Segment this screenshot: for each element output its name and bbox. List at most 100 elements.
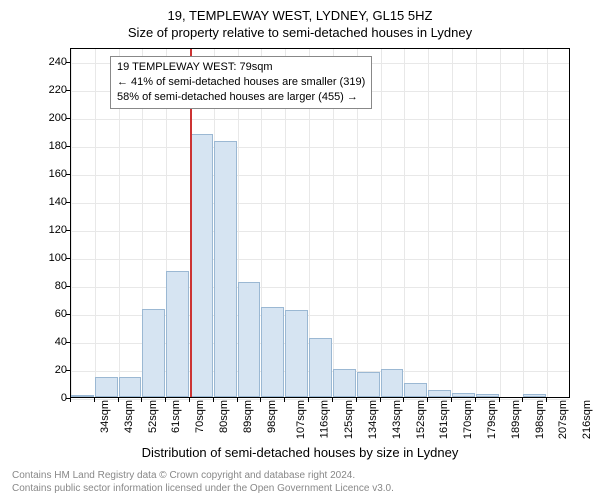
x-tick-mark	[522, 398, 523, 402]
histogram-bar	[71, 395, 94, 397]
y-tick-mark	[66, 90, 70, 91]
y-tick-mark	[66, 370, 70, 371]
grid-line-v	[428, 49, 429, 397]
y-tick-mark	[66, 342, 70, 343]
x-tick-mark	[94, 398, 95, 402]
histogram-bar	[214, 141, 237, 397]
histogram-bar	[333, 369, 356, 397]
grid-line-h	[71, 259, 569, 260]
y-tick-label: 100	[37, 252, 67, 264]
y-tick-mark	[66, 174, 70, 175]
x-tick-label: 107sqm	[296, 400, 308, 439]
x-tick-mark	[403, 398, 404, 402]
grid-line-v	[404, 49, 405, 397]
x-tick-mark	[475, 398, 476, 402]
x-tick-mark	[165, 398, 166, 402]
x-tick-label: 207sqm	[558, 400, 570, 439]
histogram-bar	[452, 393, 475, 397]
x-tick-label: 116sqm	[319, 400, 331, 438]
grid-line-h	[71, 147, 569, 148]
chart-title-sub: Size of property relative to semi-detach…	[0, 25, 600, 40]
grid-line-h	[71, 119, 569, 120]
histogram-bar	[95, 377, 118, 397]
x-tick-label: 152sqm	[415, 400, 427, 439]
grid-line-v	[71, 49, 72, 397]
y-tick-label: 220	[37, 84, 67, 96]
x-tick-label: 125sqm	[343, 400, 355, 439]
y-tick-mark	[66, 258, 70, 259]
y-tick-mark	[66, 202, 70, 203]
y-tick-label: 200	[37, 112, 67, 124]
x-tick-label: 89sqm	[242, 400, 254, 433]
x-tick-mark	[356, 398, 357, 402]
y-tick-mark	[66, 230, 70, 231]
histogram-bar	[404, 383, 427, 397]
grid-line-h	[71, 287, 569, 288]
histogram-bar	[309, 338, 332, 397]
y-tick-label: 240	[37, 56, 67, 68]
y-tick-mark	[66, 118, 70, 119]
x-tick-label: 52sqm	[147, 400, 159, 433]
x-tick-label: 61sqm	[170, 400, 182, 433]
grid-line-h	[71, 175, 569, 176]
grid-line-v	[476, 49, 477, 397]
x-tick-mark	[308, 398, 309, 402]
x-tick-mark	[380, 398, 381, 402]
y-tick-mark	[66, 286, 70, 287]
y-tick-mark	[66, 146, 70, 147]
y-tick-label: 0	[37, 392, 67, 404]
x-tick-mark	[189, 398, 190, 402]
x-tick-mark	[213, 398, 214, 402]
histogram-bar	[357, 372, 380, 397]
histogram-bar	[142, 309, 165, 397]
histogram-bar	[285, 310, 308, 397]
y-tick-label: 40	[37, 336, 67, 348]
x-tick-label: 34sqm	[99, 400, 111, 433]
histogram-bar	[238, 282, 261, 397]
histogram-bar	[261, 307, 284, 397]
x-tick-label: 161sqm	[438, 400, 450, 439]
info-box-line: 58% of semi-detached houses are larger (…	[117, 90, 365, 105]
x-tick-mark	[499, 398, 500, 402]
x-tick-mark	[451, 398, 452, 402]
y-tick-label: 80	[37, 280, 67, 292]
x-tick-mark	[141, 398, 142, 402]
y-tick-mark	[66, 62, 70, 63]
histogram-bar	[428, 390, 451, 397]
y-tick-mark	[66, 314, 70, 315]
grid-line-h	[71, 203, 569, 204]
x-tick-mark	[237, 398, 238, 402]
y-tick-label: 180	[37, 140, 67, 152]
y-tick-label: 60	[37, 308, 67, 320]
x-tick-label: 43sqm	[123, 400, 135, 433]
grid-line-v	[381, 49, 382, 397]
footer-line-1: Contains HM Land Registry data © Crown c…	[12, 469, 394, 482]
x-tick-label: 98sqm	[266, 400, 278, 433]
x-tick-label: 134sqm	[367, 400, 379, 439]
histogram-bar	[523, 394, 546, 397]
footer-line-2: Contains public sector information licen…	[12, 482, 394, 495]
x-tick-label: 143sqm	[391, 400, 403, 439]
x-tick-mark	[546, 398, 547, 402]
grid-line-v	[523, 49, 524, 397]
info-box-line: 19 TEMPLEWAY WEST: 79sqm	[117, 60, 365, 75]
x-tick-mark	[284, 398, 285, 402]
y-tick-label: 160	[37, 168, 67, 180]
x-tick-label: 216sqm	[581, 400, 593, 439]
histogram-bar	[476, 394, 499, 397]
grid-line-v	[547, 49, 548, 397]
x-tick-mark	[70, 398, 71, 402]
y-tick-label: 20	[37, 364, 67, 376]
x-axis-label: Distribution of semi-detached houses by …	[0, 445, 600, 460]
info-box: 19 TEMPLEWAY WEST: 79sqm← 41% of semi-de…	[110, 56, 372, 109]
x-tick-label: 179sqm	[486, 400, 498, 439]
x-tick-mark	[118, 398, 119, 402]
footer-attribution: Contains HM Land Registry data © Crown c…	[12, 469, 394, 495]
histogram-bar	[119, 377, 142, 397]
x-tick-mark	[427, 398, 428, 402]
grid-line-h	[71, 231, 569, 232]
histogram-bar	[190, 134, 213, 397]
x-tick-label: 170sqm	[462, 400, 474, 439]
info-box-line: ← 41% of semi-detached houses are smalle…	[117, 75, 365, 90]
x-tick-label: 189sqm	[510, 400, 522, 439]
